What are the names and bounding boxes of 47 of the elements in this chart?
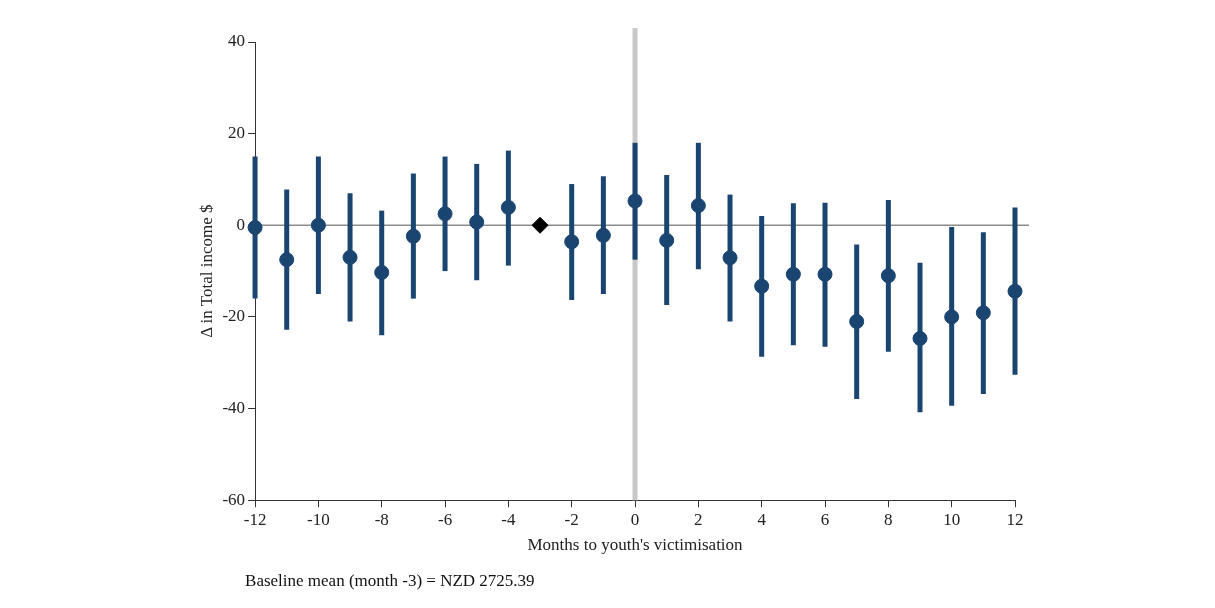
x-tick-label: -8 xyxy=(374,509,389,529)
x-tick-label: 0 xyxy=(630,509,640,529)
x-tick-label: -4 xyxy=(501,509,516,529)
y-axis-title: Δ in Total income $ xyxy=(196,204,216,338)
point xyxy=(374,264,390,280)
point xyxy=(405,228,421,244)
y-tick-label: 20 xyxy=(228,123,246,143)
point xyxy=(912,330,928,346)
x-tick-label: 2 xyxy=(694,509,703,529)
text: Baseline mean (month -3) = NZD 2725.39 xyxy=(245,571,535,590)
point xyxy=(975,305,991,321)
x-tick-label: -10 xyxy=(307,509,330,529)
point xyxy=(817,266,833,282)
point xyxy=(437,206,453,222)
point xyxy=(279,252,295,268)
point xyxy=(1007,283,1023,299)
point xyxy=(659,232,675,248)
y-tick-label: 40 xyxy=(228,31,246,51)
point xyxy=(849,314,865,329)
x-tick-label: 8 xyxy=(884,509,893,529)
point xyxy=(754,278,770,294)
point xyxy=(627,193,643,209)
point xyxy=(342,249,358,265)
point xyxy=(564,234,580,250)
point xyxy=(690,198,706,214)
point xyxy=(595,227,611,243)
point xyxy=(500,199,516,215)
y-tick-label: -40 xyxy=(222,398,246,418)
y-tick-label: 0 xyxy=(236,214,246,234)
y-tick-label: -60 xyxy=(222,489,246,509)
point xyxy=(310,217,326,233)
point xyxy=(531,216,549,234)
x-tick-label: 12 xyxy=(1006,509,1024,529)
y-tick-label: -20 xyxy=(222,306,246,326)
x-tick-label: 4 xyxy=(757,509,767,529)
x-tick-label: -6 xyxy=(437,509,453,529)
x-tick-label: -2 xyxy=(564,509,579,529)
x-axis-title: Months to youth's victimisation xyxy=(527,535,744,555)
point xyxy=(944,309,960,325)
x-tick-label: -12 xyxy=(243,509,267,529)
point xyxy=(785,266,801,282)
point xyxy=(469,214,485,230)
x-tick-label: 6 xyxy=(820,509,830,529)
point xyxy=(880,268,896,284)
point xyxy=(722,250,738,266)
point xyxy=(247,220,263,236)
x-tick-label: 10 xyxy=(943,509,961,529)
